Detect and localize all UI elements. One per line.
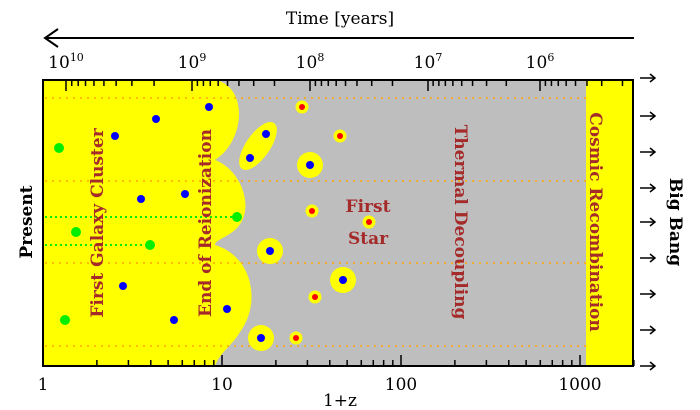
recombination-region xyxy=(586,80,633,366)
galaxies xyxy=(111,103,347,342)
cluster-dot xyxy=(54,143,64,153)
arrow-head-icon xyxy=(649,111,657,121)
arrow-head-icon xyxy=(649,289,657,299)
galaxy-dot xyxy=(223,305,231,313)
top-tick-label: 1010 xyxy=(48,51,84,73)
galaxy-dot xyxy=(339,276,347,284)
star-dot xyxy=(337,133,343,139)
star-dot xyxy=(299,104,305,110)
galaxy-dot xyxy=(111,132,119,140)
top-tick-label: 106 xyxy=(526,51,555,73)
arrow-head-icon xyxy=(649,253,657,263)
ionized-region xyxy=(43,80,252,366)
arrow-head-icon xyxy=(649,147,657,157)
label-first-star-1: First xyxy=(346,197,391,217)
time-arrow xyxy=(43,28,634,48)
arrow-head-icon xyxy=(649,361,657,371)
label-end-of-reionization: End of Reionization xyxy=(196,129,216,317)
top-axis-title: Time [years] xyxy=(286,9,394,29)
star-dot xyxy=(312,294,318,300)
galaxy-dot xyxy=(152,115,160,123)
label-first-galaxy-cluster: First Galaxy Cluster xyxy=(88,127,108,317)
arrow-head-icon xyxy=(649,217,657,227)
cluster-lines xyxy=(45,216,237,246)
bottom-axis-title: 1+z xyxy=(323,391,357,410)
star-dot xyxy=(293,335,299,341)
label-thermal-decoupling: Thermal Decoupling xyxy=(450,125,470,320)
star-dot xyxy=(366,219,372,225)
top-tick-label: 107 xyxy=(414,51,443,73)
galaxy-dot xyxy=(257,334,265,342)
arrow-head-icon xyxy=(649,73,657,83)
galaxy-dot xyxy=(266,247,274,255)
clusters xyxy=(54,143,242,325)
star-dot xyxy=(309,208,315,214)
galaxy-dot xyxy=(262,130,270,138)
arrow-head-icon xyxy=(649,183,657,193)
top-tick-label: 108 xyxy=(296,51,325,73)
galaxy-dot xyxy=(205,103,213,111)
top-tick-labels: 1010 109 108 107 106 xyxy=(48,51,554,73)
cluster-dot xyxy=(145,240,155,250)
stars xyxy=(293,104,372,341)
galaxy-dot xyxy=(181,190,189,198)
galaxy-dot xyxy=(170,316,178,324)
cluster-dot xyxy=(60,315,70,325)
bottom-tick-label: 100 xyxy=(385,375,417,395)
label-big-bang: Big Bang xyxy=(665,178,685,266)
galaxy-dot xyxy=(306,161,314,169)
label-present: Present xyxy=(17,185,37,258)
galaxy-dot xyxy=(137,195,145,203)
bottom-tick-label: 1 xyxy=(38,375,49,395)
big-bang-arrows xyxy=(640,73,657,371)
cluster-dot xyxy=(71,227,81,237)
bottom-tick-label: 1000 xyxy=(558,375,601,395)
galaxy-dot xyxy=(119,282,127,290)
galaxy-dot xyxy=(246,154,254,162)
cluster-dot xyxy=(232,212,242,222)
arrow-head-icon xyxy=(649,325,657,335)
label-cosmic-recombination: Cosmic Recombination xyxy=(585,112,605,332)
plot-frame xyxy=(42,79,634,367)
bottom-tick-label: 10 xyxy=(211,375,233,395)
label-first-star-2: Star xyxy=(348,229,389,249)
top-tick-label: 109 xyxy=(178,51,207,73)
